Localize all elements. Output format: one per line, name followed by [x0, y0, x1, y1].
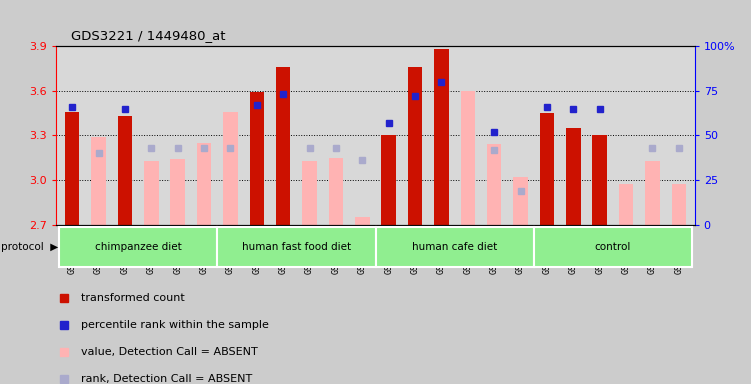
Bar — [593, 136, 607, 225]
Bar — [118, 116, 132, 225]
Bar — [197, 143, 211, 225]
Text: protocol  ▶: protocol ▶ — [1, 242, 58, 252]
Bar — [514, 177, 528, 225]
Bar — [92, 137, 106, 225]
Bar — [65, 112, 80, 225]
Text: value, Detection Call = ABSENT: value, Detection Call = ABSENT — [80, 347, 258, 357]
Bar — [376, 227, 534, 266]
Bar — [566, 128, 581, 225]
Bar — [540, 113, 554, 225]
Bar — [645, 161, 659, 225]
Bar — [217, 227, 376, 266]
Bar — [487, 144, 502, 225]
Text: transformed count: transformed count — [80, 293, 184, 303]
Text: GDS3221 / 1449480_at: GDS3221 / 1449480_at — [71, 29, 226, 42]
Text: chimpanzee diet: chimpanzee diet — [95, 242, 182, 252]
Bar — [144, 161, 158, 225]
Bar — [534, 227, 692, 266]
Bar — [355, 217, 369, 225]
Bar — [460, 91, 475, 225]
Bar — [671, 184, 686, 225]
Text: rank, Detection Call = ABSENT: rank, Detection Call = ABSENT — [80, 374, 252, 384]
Bar — [249, 92, 264, 225]
Bar — [382, 136, 396, 225]
Bar — [329, 158, 343, 225]
Text: control: control — [595, 242, 631, 252]
Bar — [303, 161, 317, 225]
Bar — [223, 112, 237, 225]
Bar — [619, 184, 633, 225]
Bar — [434, 49, 448, 225]
Text: human fast food diet: human fast food diet — [242, 242, 351, 252]
Text: percentile rank within the sample: percentile rank within the sample — [80, 320, 268, 330]
Bar — [170, 159, 185, 225]
Text: human cafe diet: human cafe diet — [412, 242, 497, 252]
Bar — [59, 227, 217, 266]
Bar — [408, 67, 422, 225]
Bar — [276, 67, 291, 225]
